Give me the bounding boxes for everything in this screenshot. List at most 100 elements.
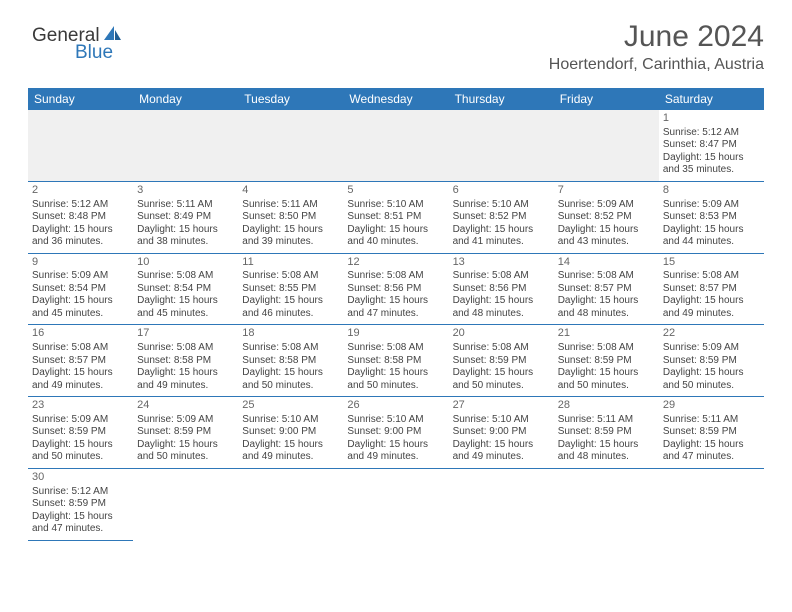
- day-detail: Sunset: 8:57 PM: [558, 283, 655, 296]
- day-detail: Sunrise: 5:10 AM: [242, 414, 339, 427]
- day-detail: Sunset: 8:59 PM: [558, 426, 655, 439]
- day-detail: and 49 minutes.: [453, 451, 550, 464]
- day-number: 18: [242, 327, 339, 341]
- day-detail: Sunset: 8:59 PM: [558, 355, 655, 368]
- day-detail: Sunrise: 5:11 AM: [663, 414, 760, 427]
- day-detail: Daylight: 15 hours: [663, 439, 760, 452]
- day-detail: and 36 minutes.: [32, 236, 129, 249]
- day-detail: Daylight: 15 hours: [558, 439, 655, 452]
- day-number: 28: [558, 399, 655, 413]
- day-header-row: Sunday Monday Tuesday Wednesday Thursday…: [28, 88, 764, 110]
- calendar-week: 23Sunrise: 5:09 AMSunset: 8:59 PMDayligh…: [28, 397, 764, 469]
- day-detail: Sunrise: 5:08 AM: [558, 270, 655, 283]
- day-number: 25: [242, 399, 339, 413]
- day-number: 7: [558, 184, 655, 198]
- day-detail: Daylight: 15 hours: [453, 367, 550, 380]
- day-detail: Sunrise: 5:12 AM: [663, 127, 760, 140]
- day-detail: Sunrise: 5:08 AM: [242, 342, 339, 355]
- calendar-cell: 27Sunrise: 5:10 AMSunset: 9:00 PMDayligh…: [449, 397, 554, 469]
- day-detail: and 43 minutes.: [558, 236, 655, 249]
- day-number: 19: [347, 327, 444, 341]
- day-detail: and 50 minutes.: [558, 380, 655, 393]
- day-detail: and 49 minutes.: [242, 451, 339, 464]
- day-number: 23: [32, 399, 129, 413]
- calendar-cell: 16Sunrise: 5:08 AMSunset: 8:57 PMDayligh…: [28, 325, 133, 397]
- calendar-cell: [238, 110, 343, 181]
- day-detail: Sunset: 8:57 PM: [32, 355, 129, 368]
- day-number: 21: [558, 327, 655, 341]
- calendar-cell: 25Sunrise: 5:10 AMSunset: 9:00 PMDayligh…: [238, 397, 343, 469]
- day-detail: and 49 minutes.: [663, 308, 760, 321]
- day-detail: Sunset: 8:58 PM: [137, 355, 234, 368]
- day-detail: Daylight: 15 hours: [137, 224, 234, 237]
- calendar-cell: 28Sunrise: 5:11 AMSunset: 8:59 PMDayligh…: [554, 397, 659, 469]
- day-detail: Sunset: 8:59 PM: [32, 498, 129, 511]
- day-detail: Sunset: 9:00 PM: [453, 426, 550, 439]
- calendar-cell: [554, 468, 659, 540]
- day-detail: Sunrise: 5:09 AM: [558, 199, 655, 212]
- day-detail: and 47 minutes.: [663, 451, 760, 464]
- day-detail: Sunrise: 5:10 AM: [347, 199, 444, 212]
- day-detail: Sunrise: 5:11 AM: [558, 414, 655, 427]
- calendar-cell: 18Sunrise: 5:08 AMSunset: 8:58 PMDayligh…: [238, 325, 343, 397]
- day-detail: and 45 minutes.: [137, 308, 234, 321]
- calendar-cell: 12Sunrise: 5:08 AMSunset: 8:56 PMDayligh…: [343, 253, 448, 325]
- calendar-cell: 10Sunrise: 5:08 AMSunset: 8:54 PMDayligh…: [133, 253, 238, 325]
- day-detail: Sunset: 8:59 PM: [453, 355, 550, 368]
- day-detail: and 41 minutes.: [453, 236, 550, 249]
- logo-text-blue: Blue: [75, 42, 113, 64]
- day-detail: Sunset: 8:55 PM: [242, 283, 339, 296]
- day-detail: Sunrise: 5:10 AM: [453, 199, 550, 212]
- day-detail: Daylight: 15 hours: [242, 367, 339, 380]
- day-detail: Daylight: 15 hours: [347, 295, 444, 308]
- day-detail: Daylight: 15 hours: [453, 224, 550, 237]
- calendar-cell: [133, 110, 238, 181]
- day-detail: Daylight: 15 hours: [453, 295, 550, 308]
- day-header: Monday: [133, 88, 238, 110]
- day-detail: Sunset: 9:00 PM: [347, 426, 444, 439]
- day-detail: Sunrise: 5:08 AM: [242, 270, 339, 283]
- calendar-cell: 13Sunrise: 5:08 AMSunset: 8:56 PMDayligh…: [449, 253, 554, 325]
- day-detail: Daylight: 15 hours: [347, 224, 444, 237]
- day-detail: Sunset: 8:56 PM: [347, 283, 444, 296]
- day-detail: Daylight: 15 hours: [558, 295, 655, 308]
- calendar-cell: 6Sunrise: 5:10 AMSunset: 8:52 PMDaylight…: [449, 181, 554, 253]
- calendar-cell: [343, 110, 448, 181]
- calendar-cell: 3Sunrise: 5:11 AMSunset: 8:49 PMDaylight…: [133, 181, 238, 253]
- calendar-table: Sunday Monday Tuesday Wednesday Thursday…: [28, 88, 764, 541]
- day-detail: Daylight: 15 hours: [32, 439, 129, 452]
- day-detail: and 45 minutes.: [32, 308, 129, 321]
- day-number: 20: [453, 327, 550, 341]
- day-detail: Sunset: 8:54 PM: [32, 283, 129, 296]
- day-detail: Sunrise: 5:11 AM: [137, 199, 234, 212]
- day-detail: Sunset: 8:48 PM: [32, 211, 129, 224]
- day-number: 15: [663, 256, 760, 270]
- day-detail: Sunset: 8:58 PM: [242, 355, 339, 368]
- day-detail: Daylight: 15 hours: [663, 367, 760, 380]
- day-detail: Daylight: 15 hours: [32, 224, 129, 237]
- day-number: 6: [453, 184, 550, 198]
- calendar-cell: 1Sunrise: 5:12 AMSunset: 8:47 PMDaylight…: [659, 110, 764, 181]
- day-number: 9: [32, 256, 129, 270]
- day-detail: and 38 minutes.: [137, 236, 234, 249]
- calendar-cell: 26Sunrise: 5:10 AMSunset: 9:00 PMDayligh…: [343, 397, 448, 469]
- day-detail: Sunset: 8:56 PM: [453, 283, 550, 296]
- day-detail: Sunset: 8:50 PM: [242, 211, 339, 224]
- day-detail: Daylight: 15 hours: [453, 439, 550, 452]
- calendar-week: 9Sunrise: 5:09 AMSunset: 8:54 PMDaylight…: [28, 253, 764, 325]
- day-detail: Sunrise: 5:08 AM: [32, 342, 129, 355]
- calendar-week: 1Sunrise: 5:12 AMSunset: 8:47 PMDaylight…: [28, 110, 764, 181]
- calendar-cell: 30Sunrise: 5:12 AMSunset: 8:59 PMDayligh…: [28, 468, 133, 540]
- day-number: 11: [242, 256, 339, 270]
- calendar-cell: 5Sunrise: 5:10 AMSunset: 8:51 PMDaylight…: [343, 181, 448, 253]
- day-number: 10: [137, 256, 234, 270]
- calendar-cell: 11Sunrise: 5:08 AMSunset: 8:55 PMDayligh…: [238, 253, 343, 325]
- day-detail: Sunset: 8:59 PM: [663, 426, 760, 439]
- day-detail: and 49 minutes.: [347, 451, 444, 464]
- day-detail: Daylight: 15 hours: [558, 224, 655, 237]
- calendar-cell: 23Sunrise: 5:09 AMSunset: 8:59 PMDayligh…: [28, 397, 133, 469]
- calendar-cell: 15Sunrise: 5:08 AMSunset: 8:57 PMDayligh…: [659, 253, 764, 325]
- day-detail: Daylight: 15 hours: [242, 439, 339, 452]
- day-detail: and 50 minutes.: [242, 380, 339, 393]
- day-detail: Sunrise: 5:08 AM: [347, 270, 444, 283]
